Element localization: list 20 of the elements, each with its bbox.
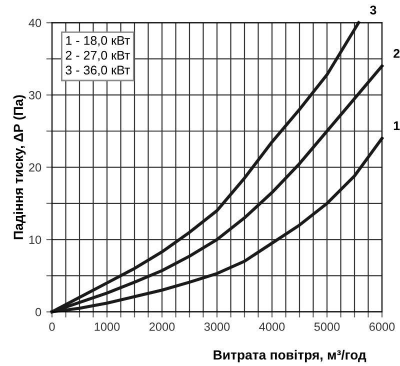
x-tick-label: 0 [49,322,55,331]
y-tick-label: 10 [29,236,42,244]
x-tick-label: 4000 [259,322,285,331]
annotation: 3 - 36,0 кВт [66,66,130,76]
x-tick-label: 2000 [149,322,175,331]
y-tick-label: 20 [29,163,42,172]
annotation: 2 - 27,0 кВт [66,50,130,62]
y-axis-title: Падіння тиску, ΔР (Па) [13,95,26,240]
x-tick-label: 1000 [94,322,120,331]
series-label: 3 [370,6,376,14]
y-tick-label: 0 [35,308,42,316]
y-tick-label: 40 [28,18,42,28]
x-tick-label: 3000 [204,322,230,331]
x-tick-label: 5000 [314,322,340,331]
series-label: 2 [394,49,400,58]
series-label: 1 [394,121,400,130]
y-tick-label: 30 [28,91,42,100]
annotation: 1 - 18,0 кВт [66,36,130,46]
x-tick-label: 6000 [369,322,395,331]
x-axis-title: Витрата повітря, м³/год [214,350,366,362]
